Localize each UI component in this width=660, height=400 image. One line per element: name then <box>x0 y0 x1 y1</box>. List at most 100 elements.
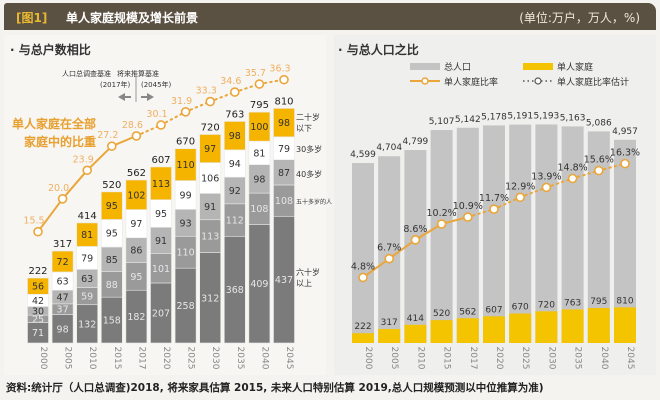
ratio-label: 28.6 <box>122 120 143 131</box>
ratio-label: 23.9 <box>73 154 94 165</box>
ratio-point <box>567 173 578 184</box>
segment-label: 258 <box>177 301 195 312</box>
x-tick-label: 2000 <box>363 347 373 370</box>
annotation-year: (2045年) <box>141 80 172 89</box>
total-population-bar <box>509 124 532 344</box>
ratio-line-segment <box>414 223 443 241</box>
segment-label: 37 <box>57 305 69 316</box>
series-legend-label: 以下 <box>296 124 312 133</box>
ratio-label: 34.6 <box>220 76 241 87</box>
legend-label: 单人家庭比率 <box>444 76 498 88</box>
household-label: 795 <box>590 297 607 307</box>
segment-label: 93 <box>180 218 192 229</box>
household-label: 763 <box>564 298 581 308</box>
bar-segment <box>150 166 172 201</box>
segment-label: 101 <box>152 264 170 275</box>
population-label: 5,142 <box>455 115 481 125</box>
bar-segment <box>199 134 221 163</box>
segment-label: 95 <box>155 209 167 220</box>
ratio-point <box>107 141 117 151</box>
ratio-label: 16.3% <box>610 148 640 159</box>
ratio-point <box>593 165 604 176</box>
series-legend-label: 二十岁 <box>296 112 320 122</box>
x-tick-label: 2017 <box>136 347 146 370</box>
bar-segment <box>101 191 123 220</box>
segment-label: 110 <box>177 248 195 259</box>
x-tick-label: 2000 <box>38 347 48 370</box>
ratio-point <box>131 131 142 141</box>
segment-label: 182 <box>127 312 145 323</box>
ratio-label: 33.3 <box>196 86 217 97</box>
ratio-point <box>82 165 92 176</box>
source-note: 资料:统计厅（人口总调查)2018, 将来家具估算 2015, 未来人口特别估算… <box>6 382 544 394</box>
ratio-line-segment <box>362 257 391 279</box>
x-tick-label: 2015 <box>112 347 122 370</box>
series-legend-label: 40多岁 <box>296 169 322 179</box>
x-tick-label: 2005 <box>63 347 73 370</box>
segment-label: 95 <box>106 201 118 212</box>
left-chart-title: · 与总户数相比 <box>10 42 91 57</box>
ratio-label: 20.0 <box>48 183 69 194</box>
bar-segment <box>224 121 246 151</box>
ratio-line-segment <box>86 145 113 172</box>
ratio-point <box>205 96 215 107</box>
ratio-line-segment <box>37 197 64 233</box>
segment-label: 108 <box>250 204 268 215</box>
population-label: 5,107 <box>429 117 455 127</box>
total-label: 763 <box>225 109 244 120</box>
segment-label: 42 <box>32 296 44 307</box>
single-household-bar <box>352 333 374 343</box>
total-population-bar <box>535 124 558 343</box>
series-legend-label: 六十岁 <box>296 267 320 277</box>
single-household-bar <box>535 311 558 343</box>
ratio-point <box>279 74 289 85</box>
ratio-point <box>156 120 166 130</box>
segment-label: 91 <box>155 236 167 247</box>
population-label: 4,599 <box>350 150 376 160</box>
segment-label: 88 <box>106 280 118 291</box>
segment-label: 92 <box>229 186 241 197</box>
segment-label: 95 <box>106 229 118 240</box>
ratio-label: 35.7 <box>245 68 266 79</box>
total-population-bar <box>352 163 374 343</box>
household-label: 414 <box>407 314 424 324</box>
legend-swatch-household <box>523 63 553 70</box>
segment-label: 63 <box>81 274 93 285</box>
segment-label: 437 <box>275 275 293 286</box>
segment-label: 59 <box>81 292 93 303</box>
single-household-bar <box>404 324 427 343</box>
single-household-bar <box>378 329 401 343</box>
segment-label: 97 <box>204 144 216 155</box>
ratio-line-segment <box>258 78 285 86</box>
header-bar: [图1] 单人家庭规模及增长前景 (单位:万户，万人，%) <box>4 3 656 30</box>
segment-label: 100 <box>250 122 268 133</box>
x-tick-label: 2030 <box>210 347 220 370</box>
segment-label: 81 <box>81 230 93 241</box>
segment-label: 97 <box>130 219 142 230</box>
population-label: 5,163 <box>560 113 586 123</box>
segment-label: 409 <box>250 279 268 290</box>
segment-label: 79 <box>81 253 93 264</box>
figure-tag: [图1] <box>16 11 48 25</box>
ratio-label: 10.2% <box>427 208 457 219</box>
segment-label: 110 <box>177 160 195 171</box>
ratio-label: 36.3 <box>269 64 290 75</box>
ratio-line-segment <box>61 169 89 200</box>
ratio-point <box>230 87 240 97</box>
legend-label: 总人口 <box>444 61 471 73</box>
ratio-point <box>33 226 43 237</box>
population-label: 4,799 <box>403 137 429 147</box>
bar-segment <box>174 148 197 181</box>
total-label: 520 <box>102 180 121 191</box>
household-label: 720 <box>538 300 555 310</box>
annotation-census: 人口总调查基准 <box>62 69 111 78</box>
segment-label: 30 <box>32 306 44 317</box>
population-label: 5,178 <box>481 112 507 122</box>
bar-segment <box>273 108 295 138</box>
ratio-label: 4.8% <box>351 261 375 272</box>
segment-label: 106 <box>201 173 219 184</box>
legend-marker <box>534 77 542 85</box>
ratio-point <box>489 204 499 214</box>
household-label: 810 <box>616 296 633 306</box>
x-tick-label: 2010 <box>415 347 425 370</box>
